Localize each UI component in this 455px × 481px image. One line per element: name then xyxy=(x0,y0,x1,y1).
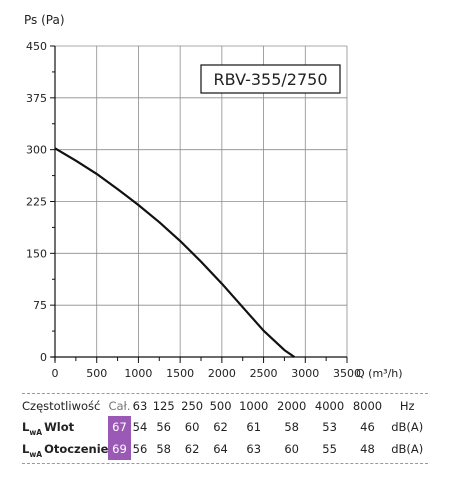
x-tick-label: 0 xyxy=(52,367,59,380)
row-label-inlet: LwA Wlot xyxy=(22,420,75,437)
x-axis-label: Q (m³/h) xyxy=(356,367,403,380)
y-tick-label: 300 xyxy=(26,144,47,157)
band-value: 58 xyxy=(284,420,299,434)
band-header: 500 xyxy=(209,399,232,413)
table-header-row: Częstotliwość Cał. 63 125 250 500 1000 2… xyxy=(22,396,428,416)
band-header: 2000 xyxy=(277,399,307,413)
sound-power-table: Częstotliwość Cał. 63 125 250 500 1000 2… xyxy=(22,396,428,460)
fan-curve-line xyxy=(54,147,296,358)
band-header: 8000 xyxy=(352,399,383,413)
unit-header: Hz xyxy=(399,399,415,413)
x-tick-label: 1500 xyxy=(166,367,194,380)
band-header: 125 xyxy=(152,399,175,413)
x-tick-label: 500 xyxy=(86,367,107,380)
model-title-box xyxy=(200,64,341,94)
table-row-surroundings: LwA Otoczenie 69 56 58 62 64 63 60 55 48 … xyxy=(22,438,428,460)
band-value: 55 xyxy=(322,442,337,456)
y-axis-label: Ps (Pa) xyxy=(24,13,65,27)
unit-value: dB(A) xyxy=(391,420,424,434)
y-tick-label: 150 xyxy=(26,247,47,260)
band-value: 46 xyxy=(360,420,375,434)
total-value-inlet: 67 xyxy=(108,416,131,438)
band-value: 48 xyxy=(360,442,375,456)
band-value: 56 xyxy=(156,420,171,434)
y-tick-label: 0 xyxy=(40,351,47,364)
table-row-inlet: LwA Wlot 67 54 56 60 62 61 58 53 46 dB(A) xyxy=(22,416,428,438)
x-tick-label: 1000 xyxy=(124,367,152,380)
y-tick-label: 450 xyxy=(26,40,47,53)
table-separator-bottom xyxy=(22,463,428,464)
row-label-surroundings: LwA Otoczenie xyxy=(22,442,109,459)
x-tick-label: 3500 xyxy=(333,367,361,380)
band-value: 62 xyxy=(213,420,228,434)
band-value: 54 xyxy=(132,420,148,434)
band-value: 60 xyxy=(184,420,200,434)
band-header: 1000 xyxy=(239,399,269,413)
y-tick-label: 225 xyxy=(26,196,47,209)
band-value: 61 xyxy=(246,420,262,434)
band-header: 63 xyxy=(132,399,148,413)
total-header: Cał. xyxy=(108,399,131,413)
unit-value: dB(A) xyxy=(391,442,424,456)
chart-title: RBV-355/2750 xyxy=(213,70,327,89)
total-value-surroundings: 69 xyxy=(108,438,131,460)
y-tick-label: 75 xyxy=(33,299,47,312)
x-tick-label: 2000 xyxy=(208,367,236,380)
frequency-label: Częstotliwość xyxy=(22,399,101,413)
band-value: 63 xyxy=(246,442,262,456)
band-value: 56 xyxy=(132,442,148,456)
band-value: 62 xyxy=(184,442,200,456)
band-value: 64 xyxy=(213,442,228,456)
band-header: 250 xyxy=(181,399,204,413)
band-value: 53 xyxy=(322,420,337,434)
band-value: 60 xyxy=(284,442,299,456)
y-tick-label: 375 xyxy=(26,92,47,105)
fan-curve-chart: 0 500 1000 1500 2000 2500 3000 3500 0 75 150 225 300… xyxy=(24,13,403,380)
band-value: 58 xyxy=(156,442,171,456)
table-separator-top xyxy=(22,393,428,394)
x-tick-label: 2500 xyxy=(250,367,278,380)
band-header: 4000 xyxy=(314,399,345,413)
x-tick-label: 3000 xyxy=(291,367,319,380)
